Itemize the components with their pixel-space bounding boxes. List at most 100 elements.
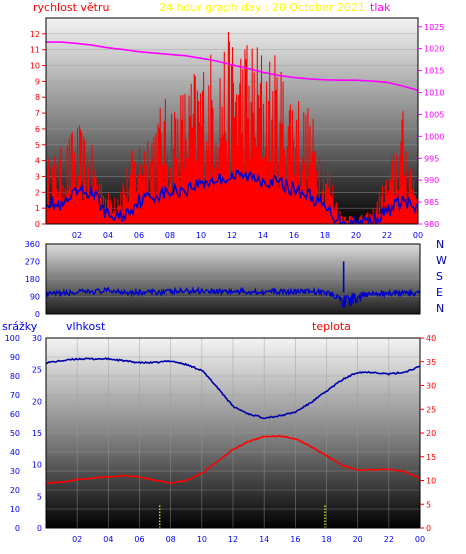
temperature-tick-10: 10 [426,477,436,486]
rain-tick-60: 60 [10,410,20,419]
pressure-tick-980: 980 [424,220,439,229]
wind-speed-tick-9: 9 [35,77,40,86]
rain-tick-80: 80 [10,372,20,381]
pressure-label: tlak [370,1,391,14]
compass-label-0: N [436,238,444,251]
temperature-tick-15: 15 [426,453,436,462]
wind-average-line [46,169,418,224]
rain-label: srážky [2,320,38,333]
wind-average-series [46,169,418,224]
pressure-axis: 980 985 990 995 1000 1005 1010 1015 1020 1025 [418,23,444,229]
wind-speed-tick-2: 2 [35,188,40,197]
time-tick-top-20: 20 [351,231,361,240]
rain-tick-30: 30 [10,467,20,476]
humidity-series [46,357,420,420]
humidity-tick-30: 30 [32,334,42,343]
time-tick-top-18: 18 [320,231,330,240]
pressure-tick-1000: 1000 [424,132,444,141]
time-tick-bottom-18: 18 [321,535,331,544]
temperature-label: teplota [312,320,351,333]
humidity-line [46,357,420,420]
temperature-tick-20: 20 [426,429,436,438]
compass-label-2: S [436,270,443,283]
time-tick-bottom-00: 00 [415,535,425,544]
wind-speed-tick-10: 10 [30,62,40,71]
temperature-tick-40: 40 [426,334,436,343]
direction-tick-270: 270 [25,258,40,267]
rain-tick-20: 20 [10,486,20,495]
humidity-tick-20: 20 [32,397,42,406]
temperature-line [46,434,420,485]
time-axis-top: 02 04 06 08 10 12 14 16 18 20 22 00 [72,231,423,240]
direction-panel-frame [45,243,421,315]
humidity-axis: 0 5 10 15 20 25 30 [32,334,42,533]
pressure-tick-1010: 1010 [424,89,444,98]
rain-tick-50: 50 [10,429,20,438]
wind-speed-tick-8: 8 [35,93,40,102]
temperature-tick-0: 0 [426,524,431,533]
time-tick-bottom-22: 22 [384,535,394,544]
direction-tick-180: 180 [25,275,40,284]
wind-speed-tick-12: 12 [30,30,40,39]
time-tick-top-16: 16 [289,231,299,240]
temperature-tick-30: 30 [426,382,436,391]
wind-panel-frame [45,17,419,225]
rain-series [159,505,326,528]
time-tick-top-06: 06 [134,231,144,240]
pressure-tick-1025: 1025 [424,23,444,32]
pressure-tick-1020: 1020 [424,45,444,54]
direction-tick-360: 360 [25,240,40,249]
direction-tick-90: 90 [30,293,40,302]
time-tick-top-08: 08 [165,231,175,240]
humidity-tick-10: 10 [32,461,42,470]
temperature-tick-25: 25 [426,405,436,414]
temperature-tick-35: 35 [426,358,436,367]
time-tick-bottom-08: 08 [166,535,176,544]
humidity-tick-15: 15 [32,429,42,438]
pressure-line [46,41,418,92]
rain-tick-0: 0 [15,524,20,533]
wind-speed-tick-11: 11 [30,46,40,55]
time-tick-bottom-06: 06 [134,535,144,544]
time-tick-bottom-12: 12 [228,535,238,544]
rain-tick-40: 40 [10,448,20,457]
time-tick-bottom-16: 16 [290,535,300,544]
temperature-axis: 0 5 10 15 20 25 30 35 40 [420,334,436,533]
time-tick-top-02: 02 [72,231,82,240]
temperature-series [46,434,420,485]
pressure-series [46,41,418,92]
wind-speed-tick-4: 4 [35,157,40,166]
wind-speed-tick-6: 6 [35,125,40,134]
time-tick-top-10: 10 [196,231,206,240]
wind-direction-series [46,261,420,308]
direction-tick-0: 0 [35,310,40,319]
direction-axis: 0 90 180 270 360 [25,240,40,319]
wind-speed-tick-1: 1 [35,204,40,213]
time-tick-bottom-02: 02 [72,535,82,544]
rain-tick-70: 70 [10,391,20,400]
rain-tick-100: 100 [5,334,20,343]
wind-speed-tick-5: 5 [35,141,40,150]
temperature-tick-5: 5 [426,500,431,509]
wind-speed-tick-7: 7 [35,109,40,118]
time-tick-top-00: 00 [413,231,423,240]
humidity-tick-0: 0 [37,524,42,533]
pressure-tick-1005: 1005 [424,110,444,119]
humidity-tick-25: 25 [32,366,42,375]
time-tick-bottom-20: 20 [353,535,363,544]
rain-tick-10: 10 [10,505,20,514]
time-tick-top-04: 04 [103,231,113,240]
wind-speed-tick-3: 3 [35,172,40,181]
humidity-tick-5: 5 [37,492,42,501]
time-tick-bottom-10: 10 [197,535,207,544]
rain-tick-90: 90 [10,353,20,362]
compass-label-3: E [436,286,443,299]
time-tick-top-14: 14 [258,231,268,240]
chart-title: 24 hour graph day : 20 October 2021 [159,1,365,14]
time-axis-bottom: 02 04 06 08 10 12 14 16 18 20 22 00 [72,535,425,544]
time-tick-top-22: 22 [382,231,392,240]
pressure-tick-1015: 1015 [424,67,444,76]
